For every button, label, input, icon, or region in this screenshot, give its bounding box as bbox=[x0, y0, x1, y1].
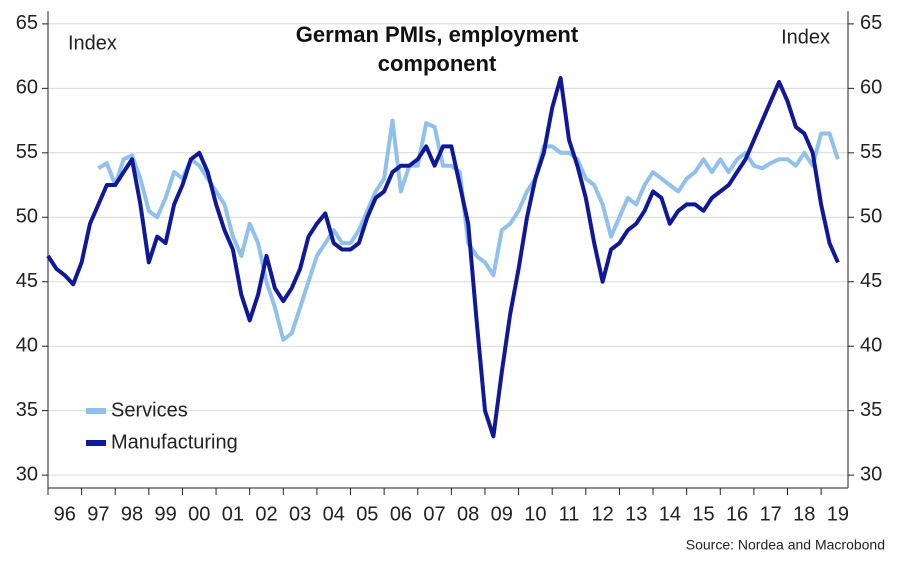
x-tick-label: 10 bbox=[524, 503, 546, 525]
y2-tick-label: 35 bbox=[860, 399, 882, 421]
x-tick-label: 00 bbox=[188, 503, 210, 525]
x-tick-label: 97 bbox=[87, 503, 109, 525]
x-tick-label: 15 bbox=[692, 503, 714, 525]
x-tick-label: 03 bbox=[289, 503, 311, 525]
y-tick-label: 40 bbox=[16, 334, 38, 356]
series-line bbox=[46, 76, 840, 439]
y-tick-label: 55 bbox=[16, 141, 38, 163]
y-tick-label: 60 bbox=[16, 77, 38, 99]
x-tick-label: 09 bbox=[491, 503, 513, 525]
y2-tick-label: 50 bbox=[860, 206, 882, 228]
y2-tick-label: 65 bbox=[860, 12, 882, 34]
x-tick-label: 96 bbox=[54, 503, 76, 525]
y-tick-label: 35 bbox=[16, 399, 38, 421]
y-tick-label: 30 bbox=[16, 463, 38, 485]
x-tick-label: 08 bbox=[457, 503, 479, 525]
x-tick-label: 17 bbox=[760, 503, 782, 525]
x-tick-label: 12 bbox=[591, 503, 613, 525]
chart-title: German PMIs, employment component bbox=[295, 22, 579, 76]
x-tick-label: 01 bbox=[222, 503, 244, 525]
legend-label: Services bbox=[111, 399, 188, 421]
y-tick-label: 65 bbox=[16, 12, 38, 34]
y2-tick-label: 30 bbox=[860, 463, 882, 485]
y2-tick-label: 40 bbox=[860, 334, 882, 356]
x-tick-label: 07 bbox=[423, 503, 445, 525]
x-tick-label: 18 bbox=[793, 503, 815, 525]
source: Source: Nordea and Macrobond bbox=[686, 537, 885, 553]
y2-axis-label: Index bbox=[781, 26, 830, 48]
y2-tick-label: 60 bbox=[860, 77, 882, 99]
x-tick-label: 14 bbox=[659, 503, 681, 525]
x-tick-label: 04 bbox=[323, 503, 345, 525]
legend-label: Manufacturing bbox=[111, 431, 238, 453]
x-tick-label: 06 bbox=[390, 503, 412, 525]
x-tick-label: 16 bbox=[726, 503, 748, 525]
y-axis-label: Index bbox=[68, 32, 117, 54]
y-tick-label: 50 bbox=[16, 206, 38, 228]
x-tick-label: 11 bbox=[559, 503, 580, 525]
y2-tick-label: 45 bbox=[860, 270, 882, 292]
x-tick-label: 99 bbox=[155, 503, 177, 525]
y-tick-label: 45 bbox=[16, 270, 38, 292]
x-tick-label: 13 bbox=[625, 503, 647, 525]
y2-tick-label: 55 bbox=[860, 141, 882, 163]
x-tick-label: 05 bbox=[356, 503, 378, 525]
x-tick-label: 98 bbox=[121, 503, 143, 525]
x-tick-label: 02 bbox=[255, 503, 277, 525]
x-tick-label: 19 bbox=[827, 503, 849, 525]
